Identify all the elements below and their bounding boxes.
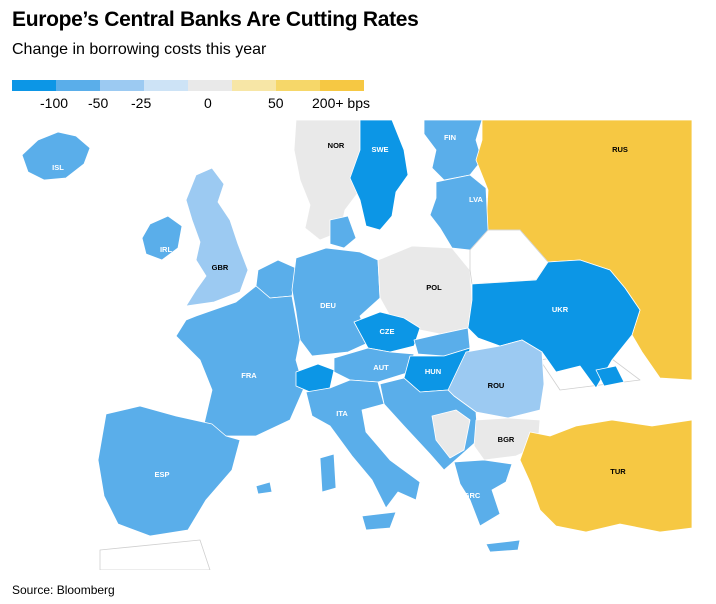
country-LVA [429, 174, 489, 251]
legend-label-minus-50: -50 [88, 95, 109, 111]
color-legend: -100 -50 -25 0 50 200+ bps [12, 80, 370, 120]
country-FRA [175, 285, 305, 437]
source-note: Source: Bloomberg [12, 583, 115, 597]
island-balearics [255, 481, 273, 495]
label-CZE: CZE [380, 327, 395, 336]
legend-label-zero: 0 [204, 95, 212, 111]
country-GRC [453, 459, 513, 527]
label-FIN: FIN [444, 133, 456, 142]
island-sardinia [319, 453, 337, 493]
label-ESP: ESP [154, 470, 169, 479]
country-ESP [97, 405, 241, 537]
country-GBR [185, 167, 249, 307]
legend-swatch-4 [144, 80, 188, 91]
legend-label-200-plus: 200+ bps [312, 95, 370, 111]
country-CHE [295, 363, 335, 393]
label-ROU: ROU [488, 381, 505, 390]
legend-swatch-3 [100, 80, 144, 91]
country-SRB [431, 409, 471, 459]
label-SWE: SWE [371, 145, 388, 154]
country-SWE [349, 120, 409, 231]
label-DEU: DEU [320, 301, 336, 310]
legend-label-50: 50 [268, 95, 284, 111]
legend-swatch-8 [320, 80, 364, 91]
legend-label-minus-25: -25 [131, 95, 152, 111]
map-svg: ISL NOR SWE FIN RUS LVA IRL GBR POL DEU … [21, 120, 693, 570]
country-ISL [21, 131, 91, 181]
label-NOR: NOR [328, 141, 345, 150]
island-crete [485, 539, 521, 553]
label-LVA: LVA [469, 195, 483, 204]
legend-swatch-2 [56, 80, 100, 91]
legend-swatch-5 [188, 80, 232, 91]
label-POL: POL [426, 283, 442, 292]
label-AUT: AUT [373, 363, 389, 372]
label-GRC: GRC [464, 491, 481, 500]
country-FIN [423, 120, 483, 181]
country-ITA [305, 379, 421, 509]
chart-title: Europe’s Central Banks Are Cutting Rates [12, 8, 419, 31]
country-labels: ISL NOR SWE FIN RUS LVA IRL GBR POL DEU … [52, 133, 628, 500]
legend-swatch-6 [232, 80, 276, 91]
country-CRIMEA [595, 365, 625, 387]
label-HUN: HUN [425, 367, 441, 376]
legend-label-minus-100: -100 [40, 95, 69, 111]
label-FRA: FRA [241, 371, 257, 380]
label-UKR: UKR [552, 305, 569, 314]
label-ISL: ISL [52, 163, 64, 172]
europe-map: ISL NOR SWE FIN RUS LVA IRL GBR POL DEU … [0, 120, 716, 570]
label-BGR: BGR [498, 435, 515, 444]
label-GBR: GBR [212, 263, 229, 272]
chart-subtitle: Change in borrowing costs this year [12, 41, 267, 58]
label-RUS: RUS [612, 145, 628, 154]
label-TUR: TUR [610, 467, 626, 476]
country-IRL [141, 215, 183, 261]
label-IRL: IRL [160, 245, 173, 254]
legend-swatch-1 [12, 80, 56, 91]
country-DNK [329, 215, 357, 249]
country-UKR [467, 259, 641, 389]
country-TUR [519, 419, 693, 533]
island-sicily [361, 511, 397, 531]
legend-swatch-7 [276, 80, 320, 91]
label-ITA: ITA [336, 409, 348, 418]
